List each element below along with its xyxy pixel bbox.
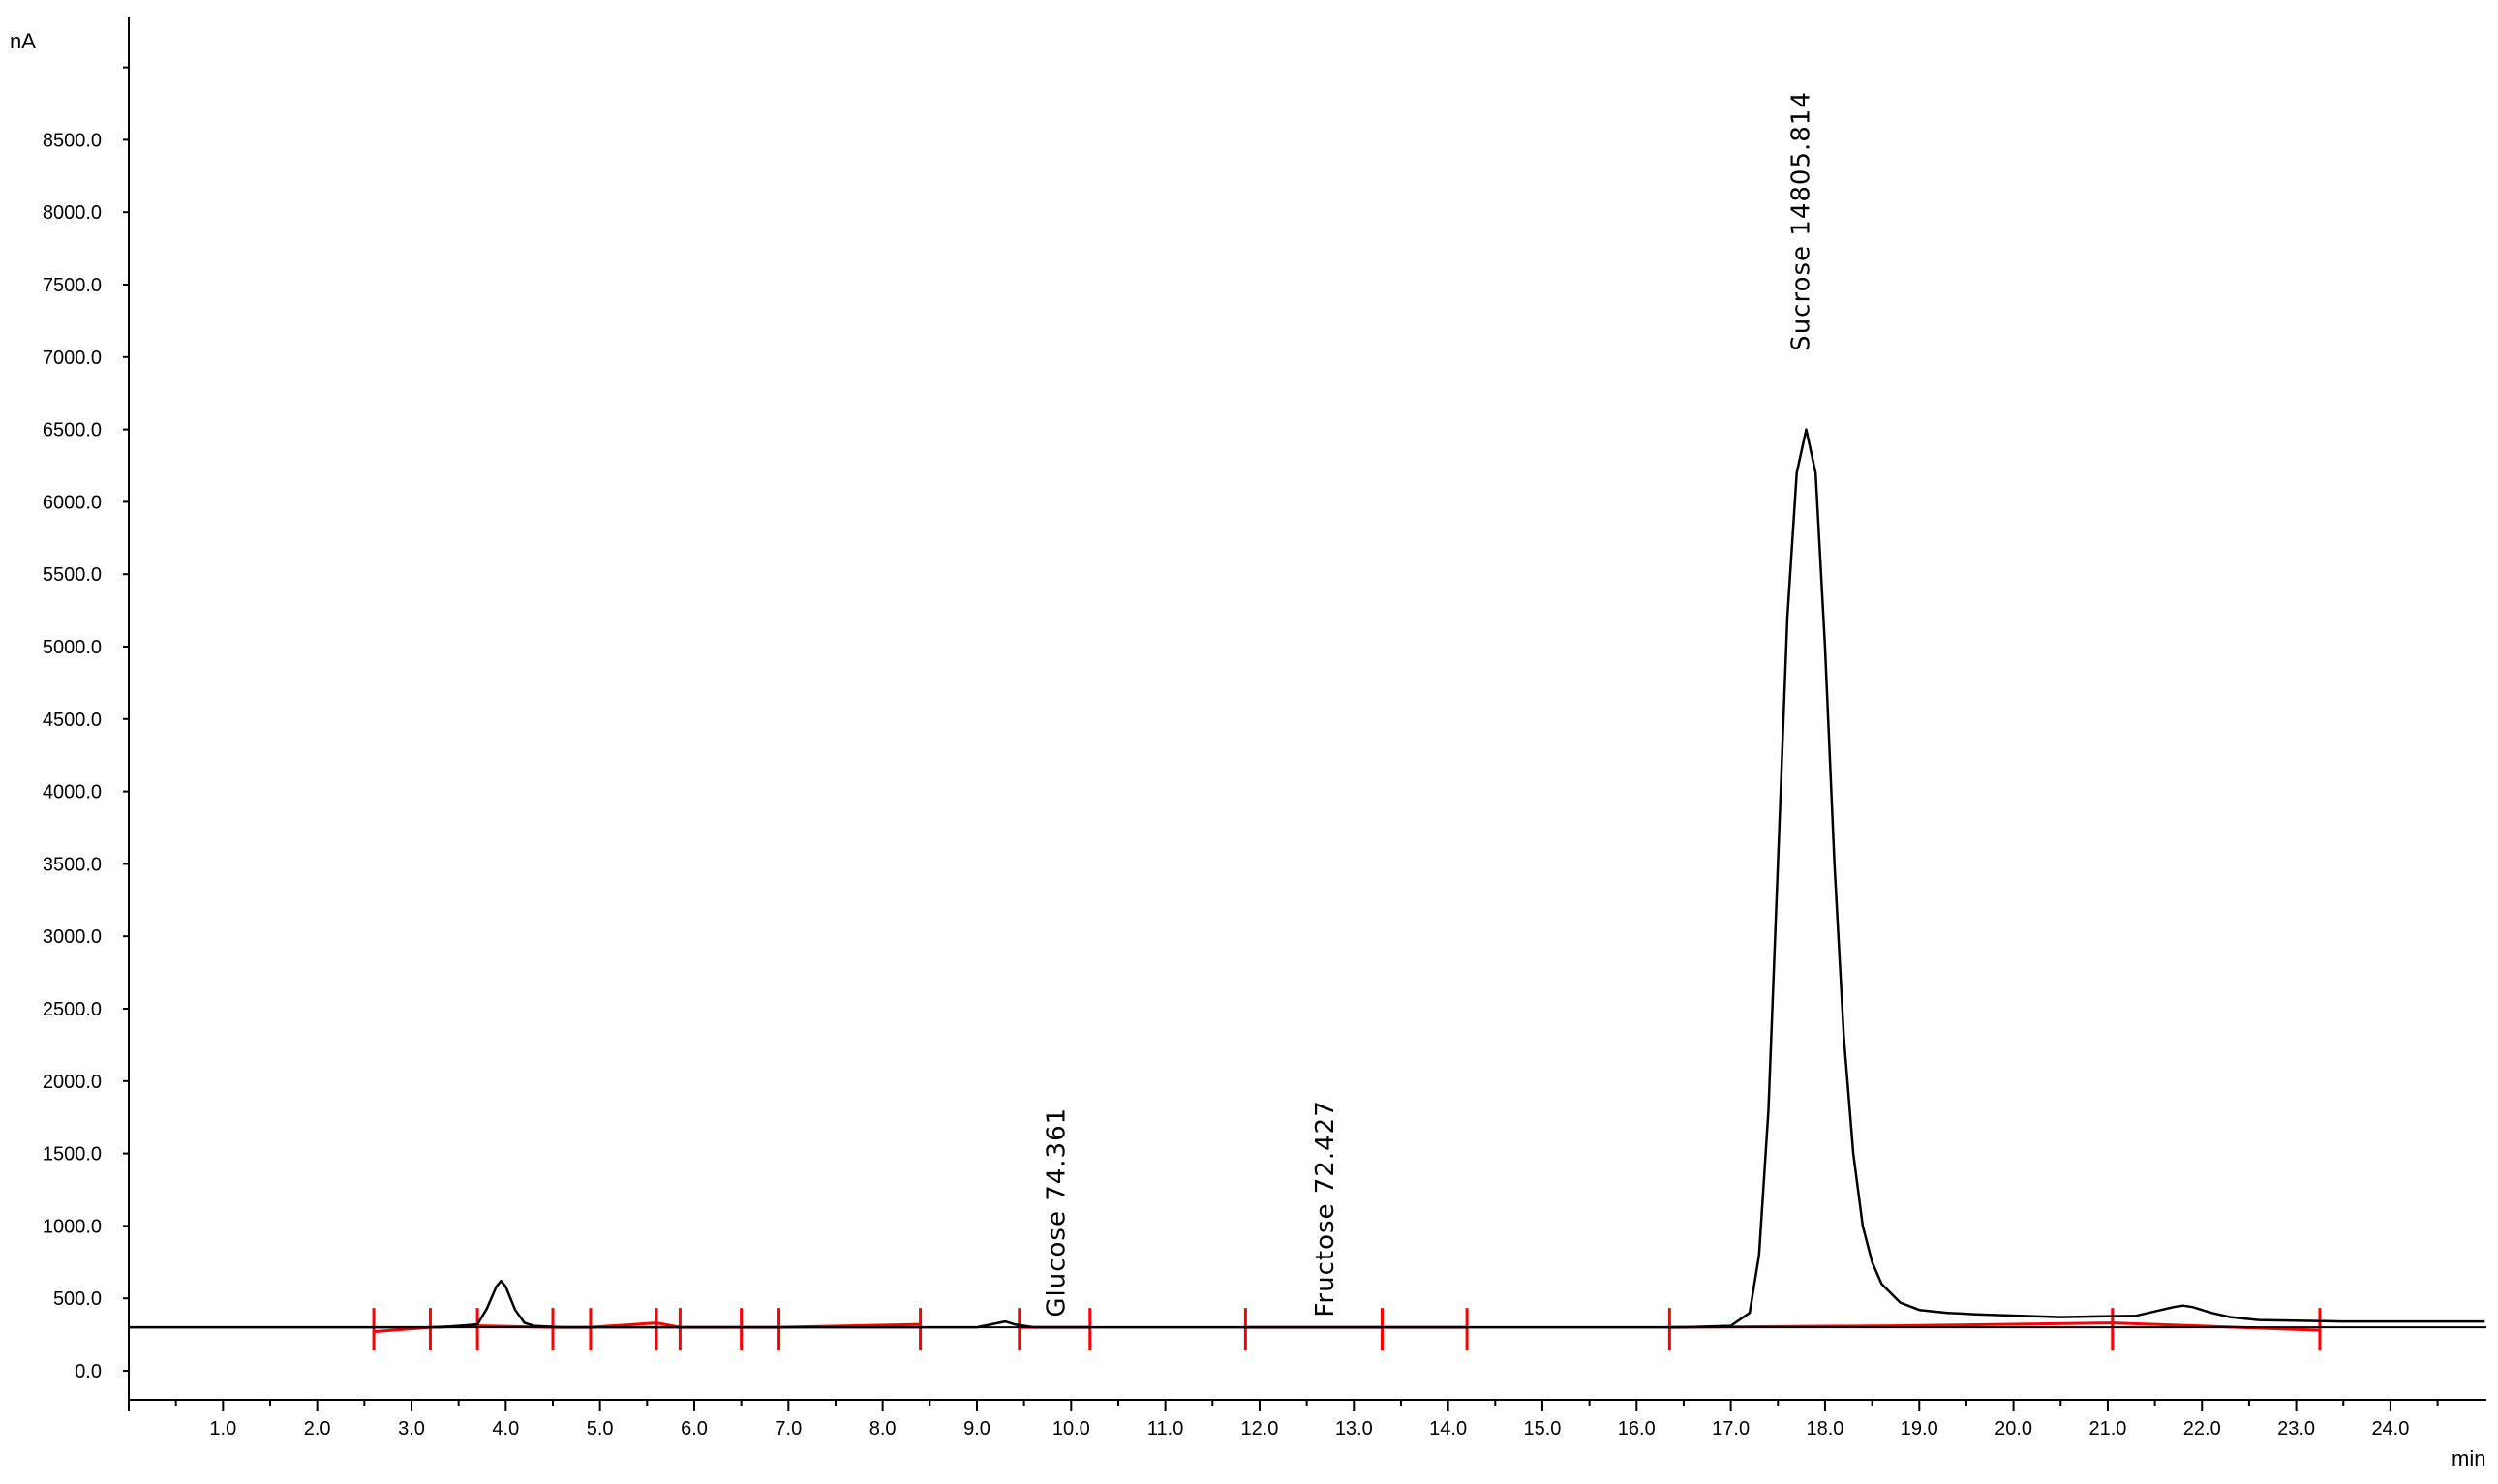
y-tick-label: 1000.0 [43, 1216, 102, 1237]
x-tick-label: 22.0 [2183, 1418, 2221, 1439]
y-tick-label: 1500.0 [43, 1144, 102, 1166]
y-axis-unit-label: nA [10, 29, 36, 53]
y-tick-label: 8500.0 [43, 130, 102, 151]
peak-label: Glucose 74.361 [1043, 1107, 1072, 1317]
x-tick-label: 9.0 [963, 1418, 990, 1439]
x-tick-label: 24.0 [2371, 1418, 2409, 1439]
y-tick-label: 6000.0 [43, 492, 102, 513]
peak-annotations: Glucose 74.361 Fructose 72.427 Sucrose 148… [1043, 91, 1816, 1317]
x-tick-label: 19.0 [1901, 1418, 1938, 1439]
peak-label: Fructose 72.427 [1311, 1100, 1340, 1317]
x-tick-label: 17.0 [1712, 1418, 1750, 1439]
x-tick-label: 10.0 [1052, 1418, 1090, 1439]
x-tick-label: 21.0 [2088, 1418, 2126, 1439]
x-tick-label: 11.0 [1147, 1418, 1183, 1439]
y-axis-ticks: 0.0 500.0 1000.0 1500.0 2000.0 2500.0 3000.0 35… [43, 66, 129, 1382]
y-tick-label: 4000.0 [43, 782, 102, 803]
y-tick-label: 6500.0 [43, 420, 102, 441]
x-tick-label: 7.0 [775, 1418, 802, 1439]
x-tick-label: 23.0 [2277, 1418, 2315, 1439]
x-tick-label: 1.0 [209, 1418, 236, 1439]
x-tick-label: 3.0 [398, 1418, 425, 1439]
series-layer [129, 428, 2486, 1329]
x-tick-label: 12.0 [1240, 1418, 1278, 1439]
x-tick-label: 8.0 [869, 1418, 897, 1439]
x-tick-label: 15.0 [1523, 1418, 1561, 1439]
y-tick-label: 4500.0 [43, 710, 102, 731]
y-tick-label: 2500.0 [43, 999, 102, 1020]
y-tick-label: 5500.0 [43, 564, 102, 586]
x-tick-label: 13.0 [1335, 1418, 1373, 1439]
y-tick-label: 7000.0 [43, 348, 102, 369]
series-line-0 [129, 428, 2485, 1329]
y-tick-label: 7500.0 [43, 275, 102, 296]
y-tick-label: 2000.0 [43, 1072, 102, 1093]
y-tick-label: 0.0 [75, 1361, 102, 1382]
baseline-segment [1891, 1321, 2113, 1328]
x-tick-label: 14.0 [1429, 1418, 1467, 1439]
y-tick-label: 3500.0 [43, 854, 102, 875]
y-tick-label: 8000.0 [43, 202, 102, 224]
x-tick-label: 6.0 [681, 1418, 708, 1439]
peak-label: Sucrose 14805.814 [1787, 91, 1816, 351]
x-axis-unit-label: min [2452, 1446, 2485, 1470]
y-tick-label: 500.0 [53, 1288, 102, 1310]
x-tick-label: 5.0 [587, 1418, 614, 1439]
x-tick-label: 18.0 [1806, 1418, 1843, 1439]
y-tick-label: 5000.0 [43, 637, 102, 658]
x-tick-label: 16.0 [1618, 1418, 1656, 1439]
x-tick-label: 4.0 [492, 1418, 519, 1439]
x-axis-ticks: 1.0 2.0 3.0 4.0 5.0 6.0 7.0 8.0 9.0 10.0 11.0 12.0 1… [128, 1400, 2439, 1439]
x-tick-label: 2.0 [304, 1418, 331, 1439]
x-tick-label: 20.0 [1995, 1418, 2032, 1439]
y-tick-label: 3000.0 [43, 926, 102, 948]
